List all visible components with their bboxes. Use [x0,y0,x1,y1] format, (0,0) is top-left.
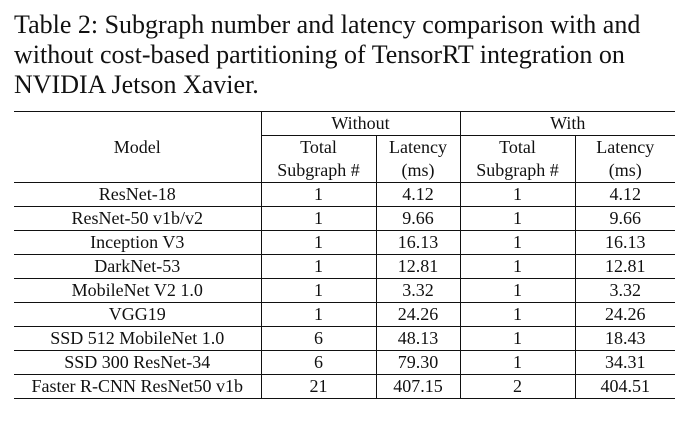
table-row: SSD 512 MobileNet 1.0 6 48.13 1 18.43 [14,326,675,351]
with-latency-cell: 18.43 [575,326,675,351]
table-caption: Table 2: Subgraph number and latency com… [14,10,686,100]
caption-line-3: NVIDIA Jetson Xavier. [14,70,259,99]
with-latency-cell: 4.12 [575,182,675,207]
without-subgraph-cell: 1 [261,254,377,279]
model-cell: SSD 300 ResNet-34 [14,350,262,375]
with-subgraph-cell: 1 [460,230,576,255]
model-cell: Faster R-CNN ResNet50 v1b [14,374,262,399]
with-latency-cell: 34.31 [575,350,675,375]
table-row: DarkNet-53 1 12.81 1 12.81 [14,254,675,279]
without-latency-cell: 48.13 [376,326,461,351]
table-header: Model Without With Total Latency Total L… [14,111,675,183]
without-latency-header-line2: (ms) [376,159,461,183]
without-latency-cell: 24.26 [376,302,461,327]
model-cell: ResNet-18 [14,182,262,207]
caption-line-2: without cost-based partitioning of Tenso… [14,40,625,69]
table-row: VGG19 1 24.26 1 24.26 [14,302,675,327]
model-cell: DarkNet-53 [14,254,262,279]
without-subgraph-cell: 1 [261,230,377,255]
without-subgraph-header-line1: Total [261,135,377,159]
without-subgraph-header-line2: Subgraph # [261,159,377,183]
without-subgraph-cell: 6 [261,326,377,351]
without-latency-cell: 4.12 [376,182,461,207]
with-subgraph-cell: 2 [460,374,576,399]
with-latency-header-line1: Latency [596,137,655,157]
with-group-header: With [460,111,675,136]
with-latency-cell: 16.13 [575,230,675,255]
with-latency-header-line2: (ms) [575,159,675,183]
with-latency-cell: 404.51 [575,374,675,399]
table-body: ResNet-18 1 4.12 1 4.12 ResNet-50 v1b/v2… [14,182,675,399]
without-subgraph-cell: 6 [261,350,377,375]
without-latency-header-line1: Latency [376,135,461,159]
without-group-header: Without [261,111,461,136]
with-subgraph-cell: 1 [460,206,576,231]
without-latency-cell: 12.81 [376,254,461,279]
with-subgraph-cell: 1 [460,278,576,303]
with-subgraph-cell: 1 [460,254,576,279]
without-latency-cell: 407.15 [376,374,461,399]
without-subgraph-cell: 1 [261,278,377,303]
without-subgraph-cell: 1 [261,182,377,207]
caption-line-1: Table 2: Subgraph number and latency com… [14,10,641,39]
with-latency-cell: 12.81 [575,254,675,279]
with-subgraph-cell: 1 [460,302,576,327]
model-cell: MobileNet V2 1.0 [14,278,262,303]
model-column-header: Model [14,111,262,183]
table-row: ResNet-18 1 4.12 1 4.12 [14,182,675,207]
model-cell: Inception V3 [14,230,262,255]
with-latency-cell: 3.32 [575,278,675,303]
results-table: Model Without With Total Latency Total L… [14,111,675,399]
without-latency-cell: 16.13 [376,230,461,255]
with-subgraph-header-line2: Subgraph # [460,159,576,183]
table-row: MobileNet V2 1.0 1 3.32 1 3.32 [14,278,675,303]
model-cell: VGG19 [14,302,262,327]
without-latency-cell: 3.32 [376,278,461,303]
without-latency-cell: 79.30 [376,350,461,375]
model-cell: ResNet-50 v1b/v2 [14,206,262,231]
without-subgraph-cell: 1 [261,302,377,327]
with-subgraph-cell: 1 [460,326,576,351]
with-subgraph-header-line1: Total [460,135,576,159]
with-subgraph-cell: 1 [460,182,576,207]
table-row: Inception V3 1 16.13 1 16.13 [14,230,675,255]
table-row: ResNet-50 v1b/v2 1 9.66 1 9.66 [14,206,675,231]
table-row: SSD 300 ResNet-34 6 79.30 1 34.31 [14,350,675,375]
without-subgraph-cell: 21 [261,374,377,399]
without-latency-cell: 9.66 [376,206,461,231]
model-cell: SSD 512 MobileNet 1.0 [14,326,262,351]
table-row: Faster R-CNN ResNet50 v1b 21 407.15 2 40… [14,374,675,399]
with-latency-cell: 9.66 [575,206,675,231]
with-latency-cell: 24.26 [575,302,675,327]
without-subgraph-cell: 1 [261,206,377,231]
with-subgraph-cell: 1 [460,350,576,375]
